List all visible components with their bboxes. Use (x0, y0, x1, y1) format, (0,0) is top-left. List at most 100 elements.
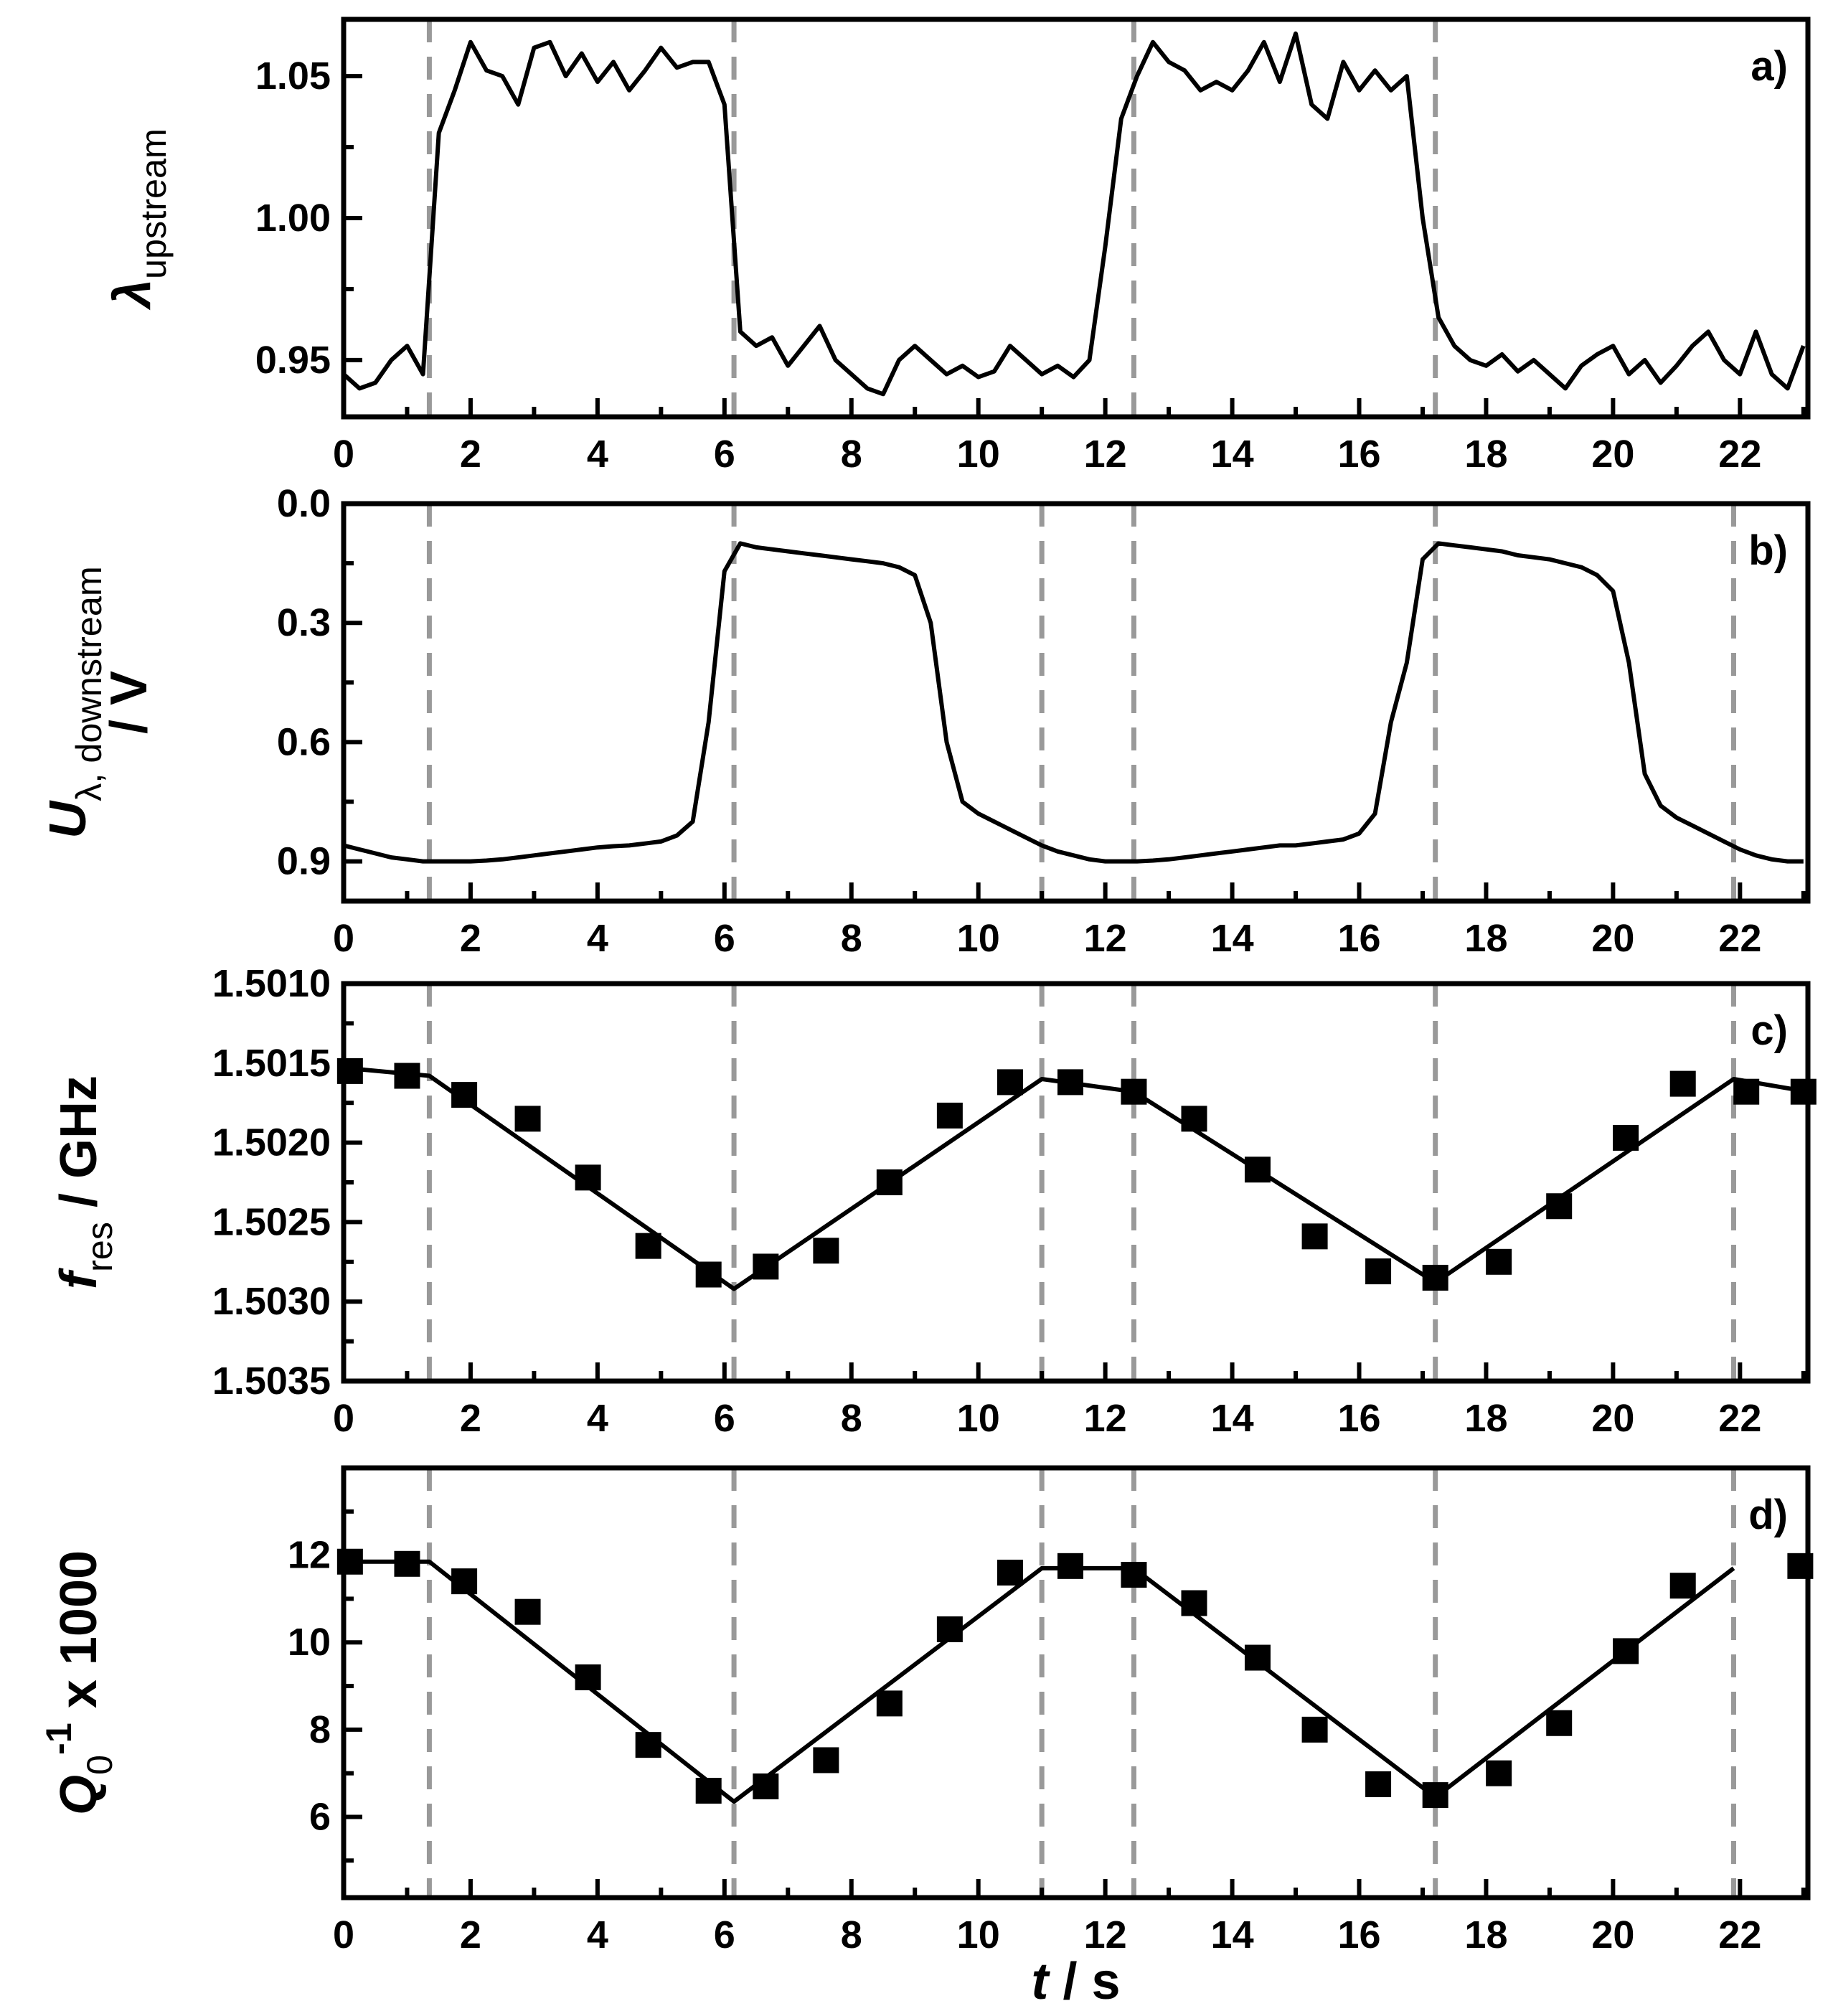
x-tick-label: 16 (1337, 917, 1380, 960)
y-axis-label-part: U (39, 800, 97, 839)
x-tick-label: 10 (957, 917, 1000, 960)
x-tick-label: 2 (460, 1913, 481, 1956)
y-tick-label: 12 (288, 1534, 331, 1577)
plot-frame (341, 981, 1811, 1384)
y-axis-label-part: / V (100, 671, 158, 734)
data-point (1669, 1573, 1696, 1599)
x-tick-label: 20 (1591, 917, 1634, 960)
data-line (344, 1559, 1735, 1804)
y-axis-label-part: Q (50, 1775, 108, 1815)
x-tick-label: 18 (1464, 433, 1507, 476)
data-line (343, 541, 1804, 864)
panel-label: d) (1748, 1492, 1788, 1538)
x-tick-label: 10 (957, 433, 1000, 476)
y-axis-label-part: upstream (133, 128, 174, 279)
x-tick-label: 6 (714, 917, 735, 960)
x-tick-label: 18 (1464, 1397, 1507, 1440)
y-axis-label-part: res (79, 1222, 120, 1272)
data-line (341, 31, 1806, 397)
y-axis-label-part: -1 (38, 1723, 79, 1755)
y-tick-label: 0.9 (277, 840, 331, 883)
x-tick-label: 10 (957, 1913, 1000, 1956)
x-tick-label: 6 (714, 1913, 735, 1956)
data-point (936, 1102, 963, 1129)
data-point (1486, 1760, 1512, 1786)
x-tick-label: 10 (957, 1397, 1000, 1440)
y-axis-label: Uλ, downstream (39, 566, 109, 839)
data-point (1486, 1248, 1512, 1275)
y-tick-label: 1.5015 (212, 1042, 331, 1085)
y-axis-label: fres / GHz (50, 1075, 120, 1289)
panel: 0 2 4 6 8 10 12 14 16 18 20 22 0.95 1.00 1.05 a) λupstre… (104, 17, 1811, 476)
x-tick-label: 0 (333, 917, 354, 960)
x-tick-label: 20 (1591, 1913, 1634, 1956)
y-tick-label: 6 (309, 1795, 331, 1838)
data-line (343, 1065, 1809, 1291)
x-tick-label: 20 (1591, 1397, 1634, 1440)
data-point (813, 1747, 839, 1774)
data-point (813, 1238, 839, 1264)
x-tick-label: 16 (1337, 1913, 1380, 1956)
data-point (1301, 1223, 1328, 1250)
x-tick-label: 4 (587, 1397, 608, 1440)
y-tick-label: 1.5030 (212, 1280, 331, 1323)
x-tick-label: 6 (714, 433, 735, 476)
y-tick-label: 1.5020 (212, 1121, 331, 1164)
data-point (1365, 1771, 1392, 1797)
x-tick-label: 14 (1211, 433, 1254, 476)
data-point (1669, 1070, 1696, 1097)
x-tick-label: 14 (1211, 1913, 1254, 1956)
x-tick-label: 18 (1464, 917, 1507, 960)
x-tick-label: 12 (1084, 1913, 1127, 1956)
data-point (514, 1106, 541, 1132)
x-tick-label: 0 (333, 1913, 354, 1956)
y-tick-label: 8 (309, 1708, 331, 1751)
x-tick-label: 4 (587, 433, 608, 476)
y-tick-label: 0.6 (277, 720, 331, 763)
y-axis-label-part: 0 (79, 1755, 120, 1775)
y-tick-label: 10 (288, 1621, 331, 1664)
y-tick-label: 1.5010 (212, 962, 331, 1005)
x-tick-label: 0 (333, 1397, 354, 1440)
x-axis-label-part: t (1031, 1953, 1050, 2010)
x-tick-label: 2 (460, 917, 481, 960)
x-tick-label: 0 (333, 433, 354, 476)
x-tick-label: 6 (714, 1397, 735, 1440)
y-axis-label: Q0-1 x 1000 (38, 1550, 120, 1815)
x-tick-label: 16 (1337, 1397, 1380, 1440)
x-tick-label: 16 (1337, 433, 1380, 476)
panel: 0 2 4 6 8 10 12 14 16 18 20 22 0.0 0.3 0.6 0.9 b) Uλ, dow… (39, 482, 1811, 960)
x-tick-label: 2 (460, 433, 481, 476)
data-point (1365, 1258, 1392, 1285)
x-tick-label: 2 (460, 1397, 481, 1440)
data-point (1057, 1553, 1083, 1579)
x-tick-label: 8 (841, 1913, 862, 1956)
data-point (997, 1069, 1023, 1096)
data-point (876, 1690, 903, 1717)
plot-frame (341, 501, 1811, 904)
x-tick-label: 12 (1084, 433, 1127, 476)
x-tick-label: 12 (1084, 1397, 1127, 1440)
data-point (394, 1550, 420, 1577)
x-tick-label: 4 (587, 1913, 608, 1956)
y-axis-label: λupstream (104, 128, 174, 311)
x-tick-label: 22 (1718, 1397, 1761, 1440)
x-tick-label: 22 (1718, 433, 1761, 476)
x-tick-label: 22 (1718, 1913, 1761, 1956)
y-tick-label: 1.00 (255, 197, 331, 240)
x-axis-label: t / s (1031, 1953, 1120, 2010)
y-tick-label: 0.0 (277, 482, 331, 525)
x-tick-label: 8 (841, 1397, 862, 1440)
y-axis-label-part: x 1000 (50, 1550, 108, 1723)
x-tick-label: 20 (1591, 433, 1634, 476)
x-tick-label: 18 (1464, 1913, 1507, 1956)
x-tick-label: 14 (1211, 1397, 1254, 1440)
x-axis-label-part: / s (1048, 1953, 1120, 2010)
y-axis-label: / V (100, 671, 158, 734)
x-tick-label: 22 (1718, 917, 1761, 960)
x-tick-label: 14 (1211, 917, 1254, 960)
x-tick-label: 4 (587, 917, 608, 960)
x-tick-label: 12 (1084, 917, 1127, 960)
